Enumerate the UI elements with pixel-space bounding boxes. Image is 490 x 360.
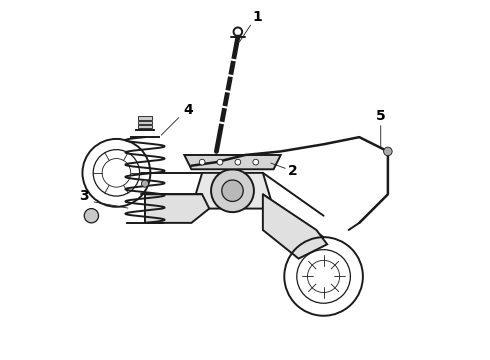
Circle shape [235,159,241,165]
Bar [86,210,97,220]
Circle shape [84,208,98,223]
Bar [87,212,96,218]
Circle shape [384,147,392,156]
Circle shape [199,159,205,165]
Bar [138,125,152,128]
Bar [138,121,152,124]
Circle shape [217,159,223,165]
Text: 1: 1 [253,10,262,24]
Polygon shape [263,194,327,258]
Circle shape [222,180,243,202]
Text: 5: 5 [376,109,386,123]
Bar [89,210,94,219]
Bar [138,116,152,120]
Circle shape [253,159,259,165]
Text: 2: 2 [288,164,298,178]
Circle shape [142,180,148,187]
Circle shape [211,169,254,212]
Polygon shape [145,194,209,223]
Bar [86,210,97,220]
Text: 4: 4 [183,103,193,117]
Polygon shape [192,173,273,208]
Polygon shape [184,155,281,169]
Text: 3: 3 [79,189,89,203]
